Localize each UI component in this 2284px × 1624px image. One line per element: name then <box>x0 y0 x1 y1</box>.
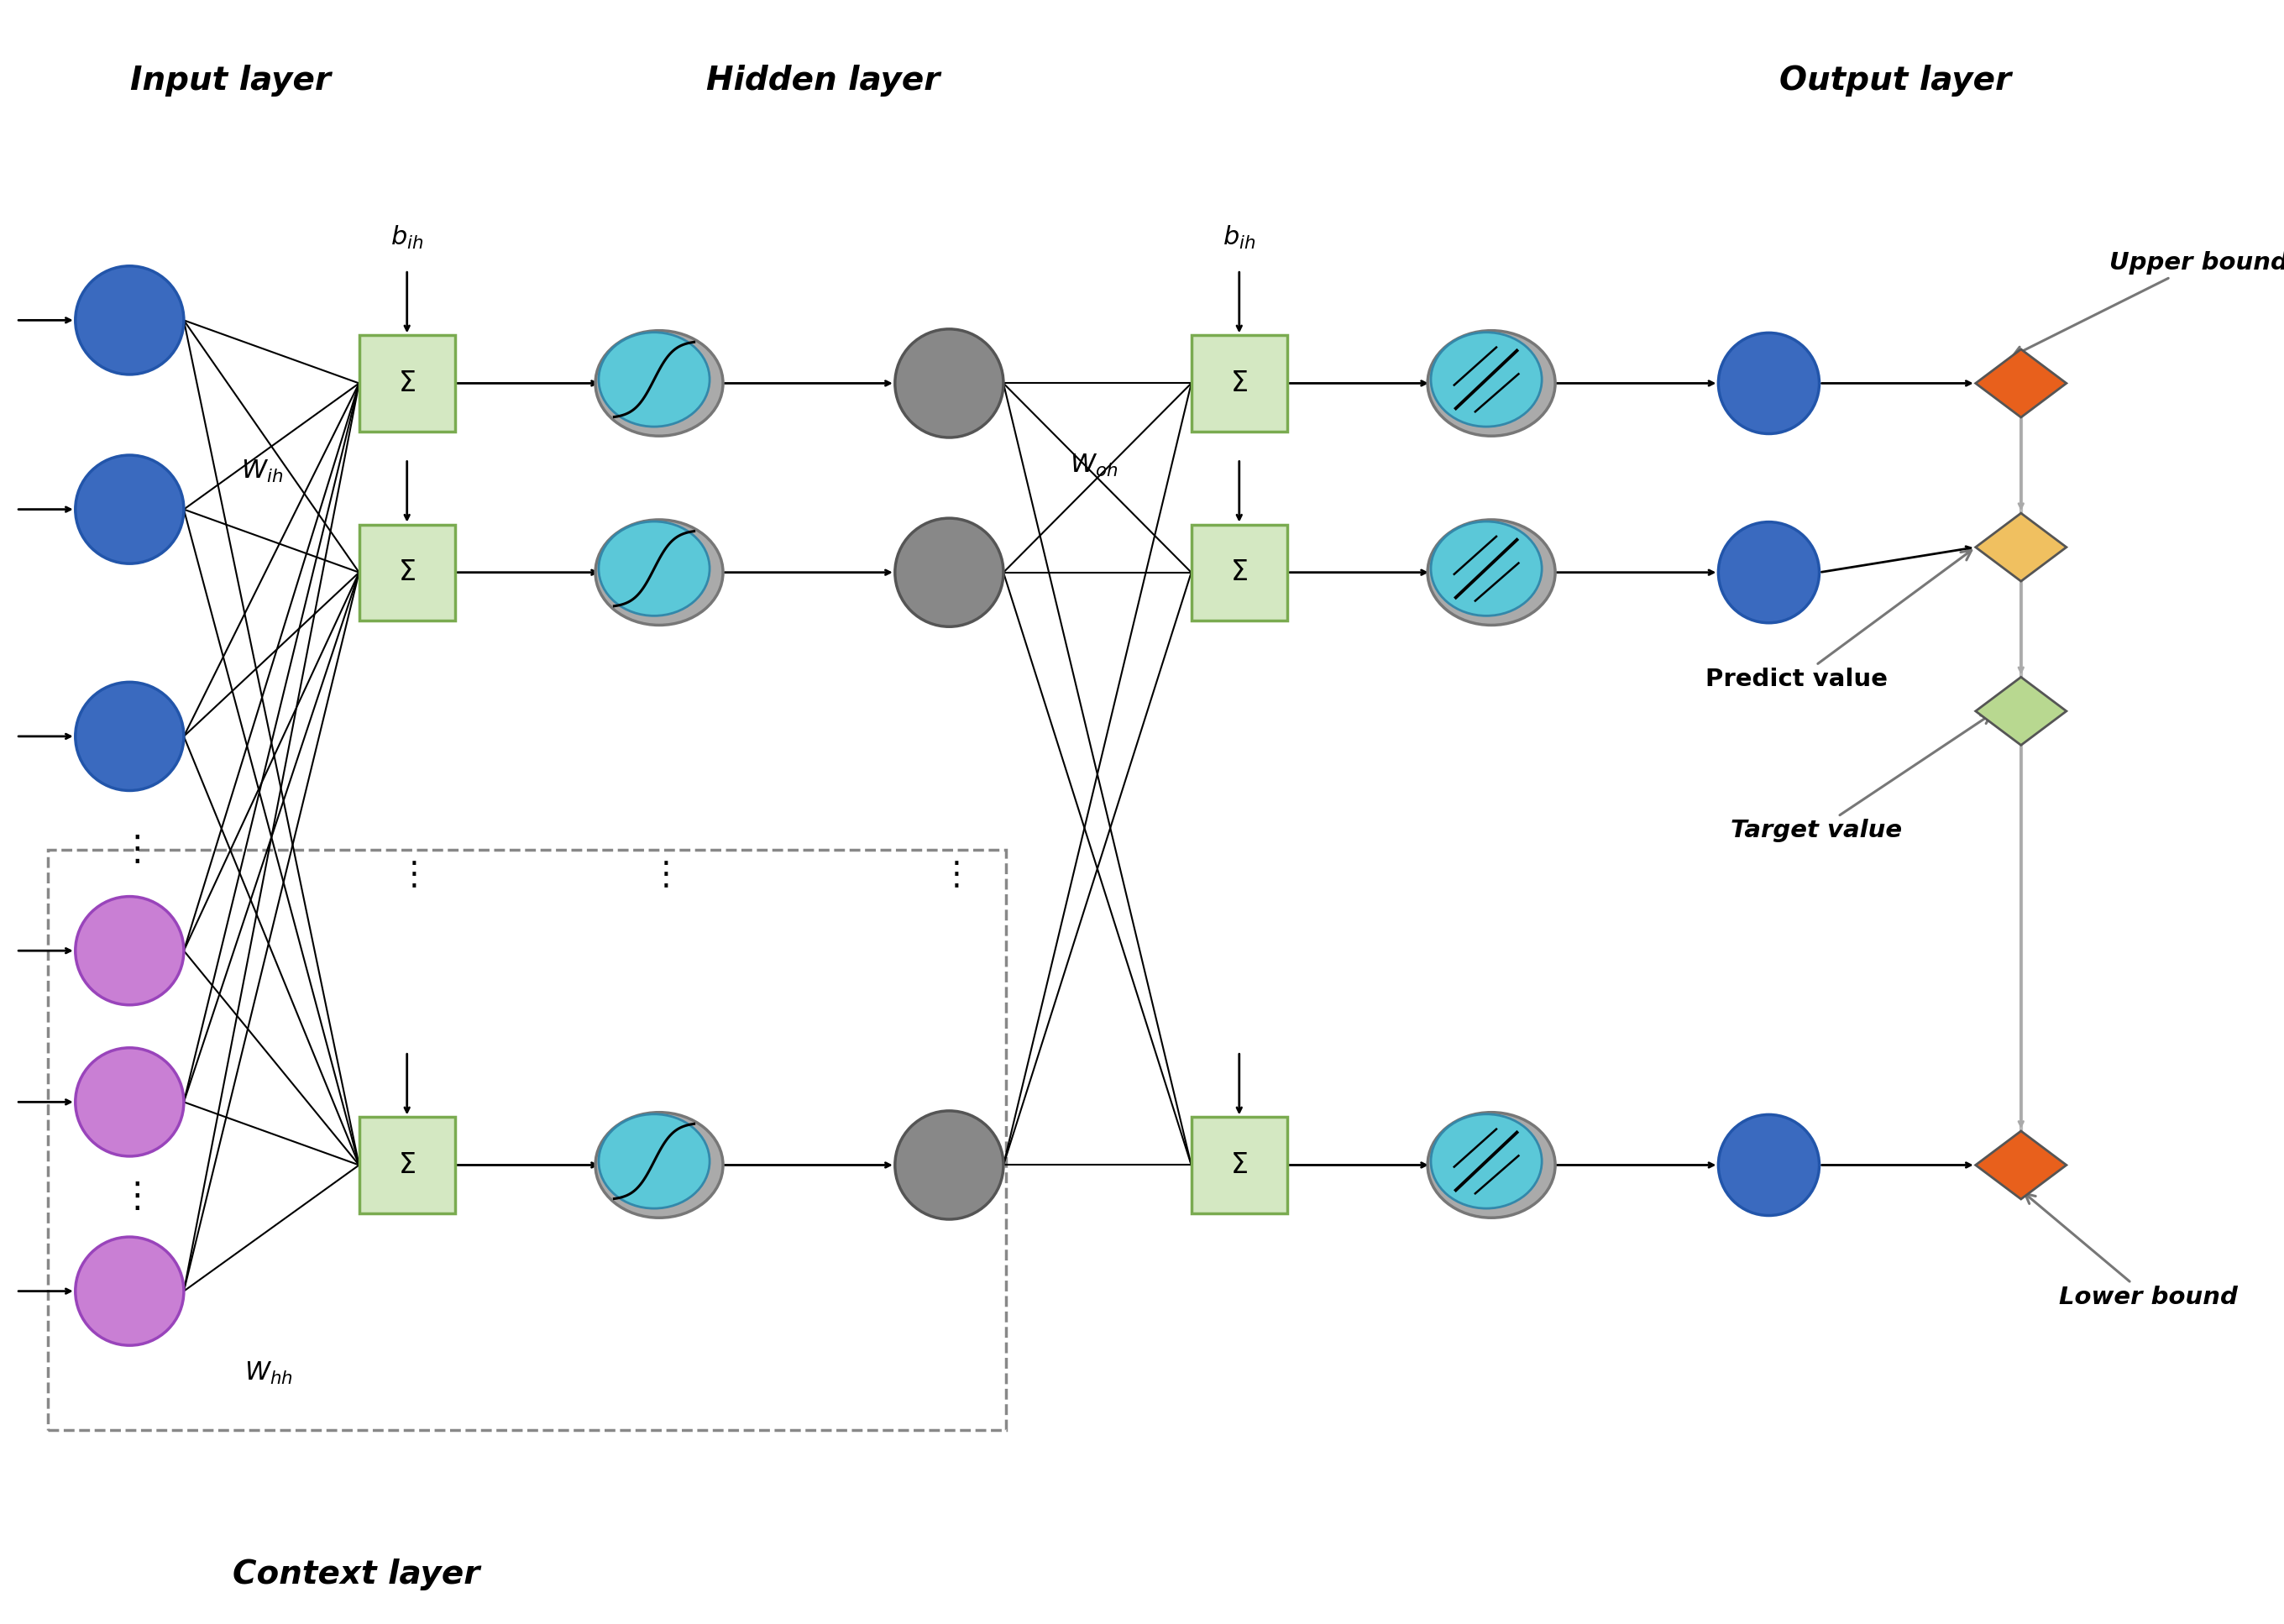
Text: $\Sigma$: $\Sigma$ <box>397 559 416 586</box>
FancyBboxPatch shape <box>359 525 455 620</box>
Text: $\Sigma$: $\Sigma$ <box>397 369 416 398</box>
Ellipse shape <box>596 331 724 435</box>
Text: Output layer: Output layer <box>1779 65 2010 96</box>
Circle shape <box>895 330 1003 437</box>
FancyBboxPatch shape <box>1192 336 1288 432</box>
Text: $b_{ih}$: $b_{ih}$ <box>1222 224 1256 250</box>
Text: Hidden layer: Hidden layer <box>706 65 941 96</box>
Ellipse shape <box>1430 333 1542 427</box>
Text: Predict value: Predict value <box>1706 551 1971 690</box>
Circle shape <box>1718 521 1820 624</box>
Ellipse shape <box>1428 1112 1555 1218</box>
Circle shape <box>75 1047 183 1156</box>
Text: $\vdots$: $\vdots$ <box>119 1179 139 1215</box>
Circle shape <box>75 1237 183 1345</box>
Ellipse shape <box>596 520 724 625</box>
Text: $b_{ih}$: $b_{ih}$ <box>391 224 423 250</box>
Text: $W_{hh}$: $W_{hh}$ <box>244 1359 292 1387</box>
FancyBboxPatch shape <box>1192 1117 1288 1213</box>
Circle shape <box>75 896 183 1005</box>
Text: $\Sigma$: $\Sigma$ <box>1231 369 1247 398</box>
Text: $W_{ih}$: $W_{ih}$ <box>240 458 283 484</box>
Ellipse shape <box>1430 1114 1542 1208</box>
Text: Lower bound: Lower bound <box>2026 1194 2238 1309</box>
FancyBboxPatch shape <box>359 1117 455 1213</box>
Text: $\vdots$: $\vdots$ <box>939 859 959 892</box>
FancyBboxPatch shape <box>1192 525 1288 620</box>
Ellipse shape <box>1428 331 1555 435</box>
Polygon shape <box>1976 513 2067 581</box>
Circle shape <box>895 518 1003 627</box>
Circle shape <box>1718 333 1820 434</box>
Text: $W_{oh}$: $W_{oh}$ <box>1071 451 1119 479</box>
Text: $\Sigma$: $\Sigma$ <box>397 1151 416 1179</box>
Ellipse shape <box>1430 521 1542 615</box>
Ellipse shape <box>596 1112 724 1218</box>
Text: $\vdots$: $\vdots$ <box>119 831 139 867</box>
Circle shape <box>75 455 183 564</box>
Polygon shape <box>1976 1130 2067 1199</box>
Text: $\vdots$: $\vdots$ <box>649 859 669 892</box>
Ellipse shape <box>598 333 710 427</box>
Ellipse shape <box>598 1114 710 1208</box>
Polygon shape <box>1976 349 2067 417</box>
Ellipse shape <box>598 521 710 615</box>
Circle shape <box>75 682 183 791</box>
Text: Upper bound: Upper bound <box>2012 252 2284 356</box>
Circle shape <box>1718 1114 1820 1215</box>
Text: Input layer: Input layer <box>130 65 331 96</box>
Ellipse shape <box>1428 520 1555 625</box>
Text: Context layer: Context layer <box>233 1559 480 1592</box>
Circle shape <box>895 1111 1003 1220</box>
Text: $\Sigma$: $\Sigma$ <box>1231 559 1247 586</box>
Text: Target value: Target value <box>1731 715 1992 843</box>
Text: $\vdots$: $\vdots$ <box>397 859 416 892</box>
Circle shape <box>75 266 183 375</box>
FancyBboxPatch shape <box>359 336 455 432</box>
Polygon shape <box>1976 677 2067 745</box>
Text: $\Sigma$: $\Sigma$ <box>1231 1151 1247 1179</box>
